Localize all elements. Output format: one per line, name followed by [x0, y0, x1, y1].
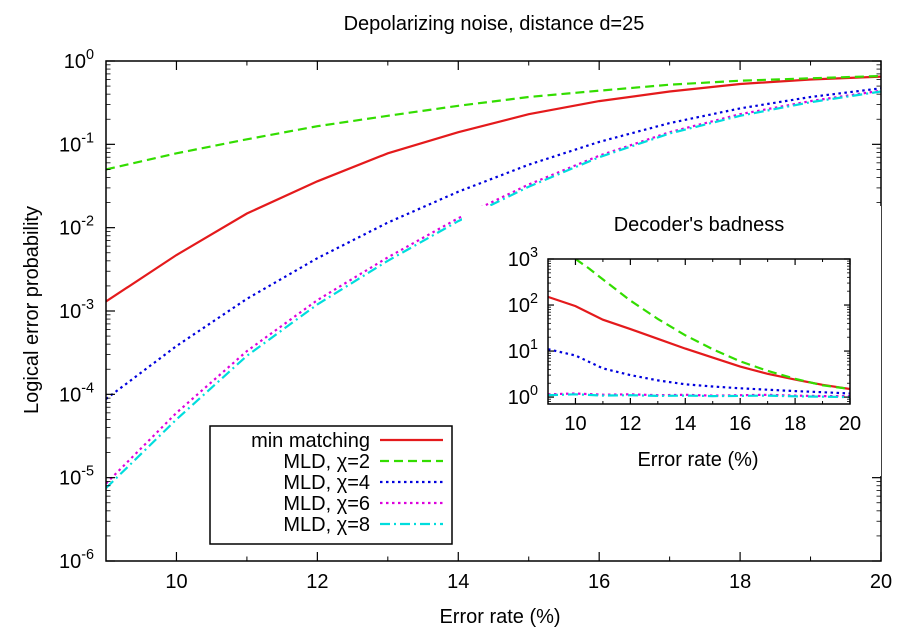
main-x-tick-label: 14 [447, 571, 469, 593]
inset-y-tick-exp: 3 [530, 245, 538, 261]
main-series-line-4 [106, 90, 881, 489]
main-y-tick-exp: -4 [81, 380, 94, 396]
inset-y-tick-label: 101 [508, 337, 538, 363]
main-x-tick-label: 16 [588, 571, 610, 593]
main-x-tick-label: 20 [870, 571, 892, 593]
inset-y-tick-label: 102 [508, 291, 538, 317]
main-x-tick-label: 18 [729, 571, 751, 593]
inset-x-tick-label: 18 [784, 413, 806, 435]
main-x-tick-label: 12 [306, 571, 328, 593]
main-series-group [106, 74, 881, 489]
main-y-tick-label: 100 [64, 47, 94, 73]
legend-label: MLD, χ=8 [283, 514, 370, 536]
main-y-tick-base: 10 [59, 468, 81, 490]
inset-y-tick-label: 100 [508, 383, 538, 409]
inset-y-tick-base: 10 [508, 387, 530, 409]
main-y-tick-base: 10 [59, 551, 81, 573]
main-y-tick-exp: -5 [81, 464, 94, 480]
main-y-tick-base: 10 [64, 51, 86, 73]
inset-x-axis-label: Error rate (%) [637, 449, 758, 471]
inset-x-tick-label: 12 [619, 413, 641, 435]
inset-plot: Decoder's badness Error rate (%) 10 12 14 1… [462, 206, 881, 476]
main-series-line-3 [106, 89, 881, 485]
main-y-tick-label: 10-5 [59, 464, 94, 490]
inset-title: Decoder's badness [614, 214, 785, 236]
main-y-tick-label: 10-1 [59, 130, 94, 156]
main-y-tick-label: 10-2 [59, 214, 94, 240]
inset-x-tick-label: 16 [729, 413, 751, 435]
inset-series-line-1 [574, 259, 850, 391]
inset-y-tick-base: 10 [508, 295, 530, 317]
chart-title: Depolarizing noise, distance d=25 [344, 13, 645, 35]
inset-background [462, 206, 881, 476]
legend-label: MLD, χ=6 [283, 493, 370, 515]
main-y-tick-exp: -3 [81, 297, 94, 313]
main-y-tick-exp: -1 [81, 130, 94, 146]
inset-series-line-3 [548, 392, 850, 398]
main-y-tick-label: 10-6 [59, 547, 94, 573]
main-y-tick-label: 10-3 [59, 297, 94, 323]
inset-y-tick-exp: 1 [530, 337, 538, 353]
main-y-tick-exp: -6 [81, 547, 94, 563]
main-plot: Depolarizing noise, distance d=25 Error … [21, 13, 892, 628]
main-series-line-0 [106, 75, 881, 303]
main-y-tick-base: 10 [59, 301, 81, 323]
legend-box [209, 425, 453, 545]
inset-x-tick-label: 14 [674, 413, 696, 435]
main-y-tick-base: 10 [59, 134, 81, 156]
inset-y-tick-base: 10 [508, 249, 530, 271]
main-y-tick-base: 10 [59, 384, 81, 406]
main-x-tick-label: 10 [165, 571, 187, 593]
inset-x-tick-label: 20 [839, 413, 861, 435]
inset-y-tick-exp: 2 [530, 291, 538, 307]
main-y-tick-base: 10 [59, 218, 81, 240]
inset-series-line-2 [548, 348, 850, 395]
inset-plot-frame [547, 258, 851, 405]
inset-y-tick-exp: 0 [530, 383, 538, 399]
y-axis-label: Logical error probability [21, 206, 43, 414]
main-series-line-2 [106, 87, 881, 400]
legend-label: min matching [251, 430, 370, 452]
main-y-tick-label: 10-4 [59, 380, 94, 406]
inset-y-tick-label: 103 [508, 245, 538, 271]
main-y-tick-exp: -2 [81, 214, 94, 230]
x-axis-label: Error rate (%) [439, 606, 560, 628]
main-y-tick-exp: 0 [86, 47, 94, 63]
inset-x-tick-label: 10 [564, 413, 586, 435]
legend-label: MLD, χ=2 [283, 451, 370, 473]
inset-series-group [548, 259, 850, 399]
inset-y-tick-base: 10 [508, 341, 530, 363]
legend-label: MLD, χ=4 [283, 472, 370, 494]
main-series-line-1 [106, 74, 881, 171]
